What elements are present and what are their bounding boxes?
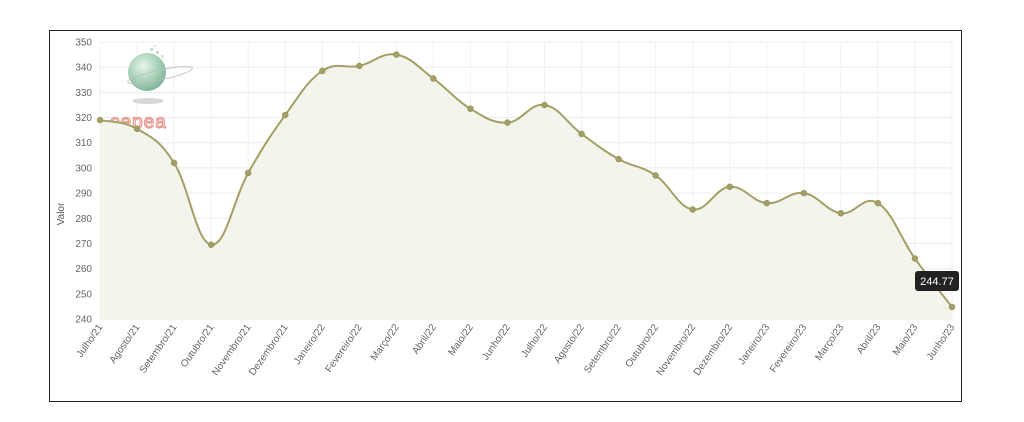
- y-tick-label: 250: [75, 289, 92, 300]
- chart-frame: cepea 240 250 260 270 280 290 300 310 320 330 340 3…: [49, 30, 962, 402]
- area-fill: [100, 54, 952, 320]
- data-point[interactable]: [689, 206, 696, 213]
- x-tick-label: Junho/23: [925, 322, 958, 362]
- data-point[interactable]: [800, 189, 808, 197]
- line-chart: cepea 240 250 260 270 280 290 300 310 320 330 340 3…: [56, 38, 959, 378]
- y-axis-ticks: 240 250 260 270 280 290 300 310 320 330 340 350: [75, 38, 92, 326]
- x-tick-label: Junho/22: [480, 322, 513, 362]
- data-point[interactable]: [96, 116, 104, 124]
- data-point[interactable]: [356, 62, 363, 70]
- globe-icon: [128, 53, 166, 91]
- x-tick-label: Setembro/22: [582, 322, 624, 376]
- data-point[interactable]: [281, 111, 289, 119]
- x-tick-label: Julho/21: [75, 322, 106, 360]
- data-point[interactable]: [541, 101, 548, 109]
- data-point[interactable]: [430, 75, 437, 82]
- data-point[interactable]: [911, 255, 919, 262]
- x-tick-label: Julho/22: [519, 322, 550, 360]
- x-tick-label: Fevereiro/22: [324, 322, 365, 375]
- tooltip-box: [915, 270, 959, 291]
- x-tick-label: Abril/23: [855, 322, 884, 356]
- y-tick-label: 320: [75, 113, 92, 124]
- x-tick-label: Outubro/22: [623, 322, 661, 370]
- x-tick-label: Maio/23: [891, 322, 921, 358]
- data-point[interactable]: [504, 119, 511, 126]
- x-tick-label: Agosto/21: [108, 322, 143, 366]
- x-tick-label: Fevereiro/23: [768, 322, 809, 375]
- data-point[interactable]: [319, 67, 326, 75]
- data-point[interactable]: [615, 155, 622, 163]
- x-tick-label: Dezembro/21: [247, 322, 291, 378]
- series-line: [99, 53, 953, 308]
- x-tick-label: Outubro/21: [179, 322, 217, 370]
- x-tick-label: Janeiro/23: [736, 322, 772, 367]
- y-tick-label: 290: [75, 189, 92, 200]
- data-point[interactable]: [393, 51, 400, 58]
- data-point[interactable]: [467, 105, 474, 112]
- cepea-logo: cepea: [109, 45, 193, 134]
- data-point[interactable]: [170, 159, 178, 167]
- data-points: [96, 51, 956, 311]
- tooltip-text: 244.77: [920, 276, 954, 288]
- data-point[interactable]: [837, 209, 845, 217]
- y-tick-label: 270: [75, 239, 92, 250]
- x-tick-label: Março/23: [813, 322, 846, 363]
- data-point[interactable]: [244, 169, 252, 177]
- x-tick-label: Setembro/21: [138, 322, 180, 376]
- data-point[interactable]: [652, 172, 659, 179]
- x-tick-label: Abril/22: [410, 322, 439, 356]
- x-tick-label: Janeiro/22: [292, 322, 328, 367]
- y-tick-label: 240: [75, 315, 92, 326]
- y-axis-label: Valor: [56, 202, 67, 225]
- y-tick-label: 260: [75, 264, 92, 275]
- globe-shadow-icon: [132, 98, 164, 104]
- y-tick-label: 300: [75, 163, 92, 174]
- y-tick-label: 330: [75, 88, 92, 99]
- x-tick-label: Novembro/22: [655, 322, 699, 378]
- y-tick-label: 310: [75, 138, 92, 149]
- data-point[interactable]: [763, 199, 771, 207]
- data-point[interactable]: [207, 241, 215, 248]
- x-tick-label: Dezembro/22: [692, 322, 736, 378]
- value-tooltip: 244.77: [915, 270, 959, 291]
- x-tick-label: Novembro/21: [210, 322, 254, 378]
- data-point[interactable]: [874, 199, 882, 207]
- data-point[interactable]: [726, 183, 733, 191]
- y-tick-label: 350: [75, 38, 92, 49]
- x-tick-label: Agosto/22: [552, 322, 587, 366]
- data-point[interactable]: [133, 125, 141, 133]
- y-tick-label: 340: [75, 63, 92, 74]
- y-tick-label: 280: [75, 214, 92, 225]
- orbit-icon: [127, 66, 193, 84]
- data-point[interactable]: [948, 303, 956, 311]
- x-tick-label: Março/22: [369, 322, 402, 363]
- x-tick-label: Maio/22: [446, 322, 476, 358]
- data-point[interactable]: [578, 130, 585, 138]
